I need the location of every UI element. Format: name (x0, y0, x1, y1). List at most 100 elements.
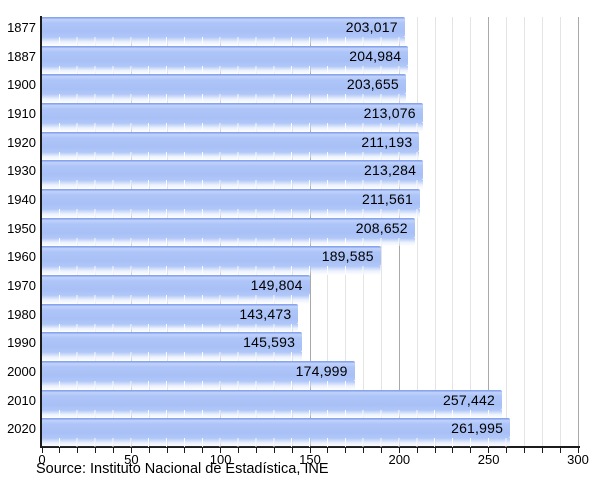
population-bar (42, 361, 355, 390)
gridline-major (488, 17, 490, 447)
x-axis-tick (541, 448, 543, 453)
x-axis-tick (488, 448, 490, 453)
bar-row: 261,995 (42, 418, 578, 448)
y-label-row: 1990 (0, 332, 36, 361)
y-axis-labels: 1877 1887 1900 1910 1920 1930 1940 1950 1960 1970… (0, 17, 36, 447)
y-label-row: 1960 (0, 246, 36, 275)
bar-body (42, 74, 406, 95)
x-axis-tick (166, 448, 168, 453)
bar-reflection (42, 37, 405, 46)
x-axis-tick-label: 200 (388, 452, 411, 467)
bar-reflection (42, 323, 299, 333)
bar-reflection (42, 237, 415, 247)
x-axis-tick (238, 448, 240, 453)
x-axis-tick (309, 448, 311, 453)
x-axis-tick (327, 448, 329, 453)
bar-body (42, 275, 310, 296)
x-axis-tick (577, 448, 579, 453)
gridline-minor (559, 17, 561, 447)
y-label-row: 1910 (0, 103, 36, 132)
bar-value-label: 257,442 (442, 391, 495, 408)
y-label-row: 2000 (0, 361, 36, 390)
gridline-major (577, 17, 579, 447)
population-bar (42, 303, 299, 333)
y-label-row: 1877 (0, 17, 36, 46)
bar-body (42, 189, 420, 210)
bar-body (42, 332, 303, 353)
x-axis-tick (398, 448, 400, 453)
bar-body (42, 160, 424, 181)
year-label: 1980 (7, 306, 36, 322)
x-axis-tick (148, 448, 150, 453)
x-axis-tick (77, 448, 79, 453)
y-axis-line (40, 16, 42, 448)
year-label: 2000 (7, 364, 36, 380)
x-axis-tick (95, 448, 97, 453)
gridline-minor (452, 17, 454, 447)
x-axis-tick-label: 300 (567, 452, 589, 467)
year-label: 1950 (7, 220, 36, 236)
x-axis-tick-label: 0 (38, 452, 46, 467)
bar-row: 204,984 (42, 45, 578, 75)
bar-reflection (42, 266, 381, 276)
bar-value-label: 208,652 (355, 219, 408, 236)
y-label-row: 1887 (0, 46, 36, 75)
y-label-row: 1980 (0, 304, 36, 333)
bar-value-label: 203,017 (345, 19, 398, 35)
x-axis-tick (470, 448, 472, 453)
year-label: 1960 (7, 249, 36, 265)
x-axis-tick-label: 50 (124, 452, 139, 467)
bar-value-label: 143,473 (239, 305, 292, 322)
x-axis-tick (452, 448, 454, 453)
bar-row: 208,652 (42, 217, 578, 247)
population-bar (42, 103, 423, 132)
x-axis-tick (380, 448, 382, 453)
bar-row: 211,193 (42, 131, 578, 161)
y-label-row: 1920 (0, 132, 36, 161)
year-label: 1887 (7, 48, 36, 64)
bar-row: 145,593 (42, 332, 578, 362)
bar-value-label: 189,585 (321, 248, 374, 265)
bar-row: 211,561 (42, 189, 578, 218)
bar-body (42, 303, 299, 324)
bar-body (42, 246, 381, 267)
x-axis-tick (41, 448, 43, 453)
bar-row: 257,442 (42, 389, 578, 419)
population-bar (42, 275, 310, 304)
x-axis-tick (220, 448, 222, 453)
bar-value-label: 204,984 (349, 47, 402, 64)
year-label: 1970 (7, 278, 36, 294)
x-axis-tick-label: 100 (209, 452, 232, 467)
bar-value-label: 203,655 (346, 76, 399, 93)
y-label-row: 2010 (0, 390, 36, 419)
bar-body (42, 217, 415, 238)
bar-body (42, 131, 420, 152)
x-axis-tick (255, 448, 257, 453)
bar-body (42, 389, 502, 410)
bar-row: 189,585 (42, 246, 578, 276)
bar-reflection (42, 65, 409, 75)
gridline-minor (523, 17, 525, 447)
year-label: 2010 (7, 392, 36, 408)
x-axis-tick (506, 448, 508, 453)
population-bar (42, 189, 420, 218)
year-label: 1877 (7, 20, 36, 35)
year-label: 1990 (7, 335, 36, 351)
population-bar (42, 45, 409, 75)
bar-row: 149,804 (42, 275, 578, 304)
x-axis-tick (130, 448, 132, 453)
x-axis-tick (345, 448, 347, 453)
y-label-row: 1940 (0, 189, 36, 218)
bar-value-label: 145,593 (243, 334, 296, 351)
bar-reflection (42, 295, 310, 304)
bar-body (42, 361, 355, 382)
x-axis-tick (59, 448, 61, 453)
bar-reflection (42, 381, 355, 390)
bar-value-label: 149,804 (250, 277, 303, 294)
bar-reflection (42, 409, 502, 419)
gridline-minor (506, 17, 508, 447)
x-axis-tick (184, 448, 186, 453)
y-label-row: 1950 (0, 218, 36, 247)
population-bar (42, 332, 303, 362)
bar-row: 143,473 (42, 303, 578, 333)
